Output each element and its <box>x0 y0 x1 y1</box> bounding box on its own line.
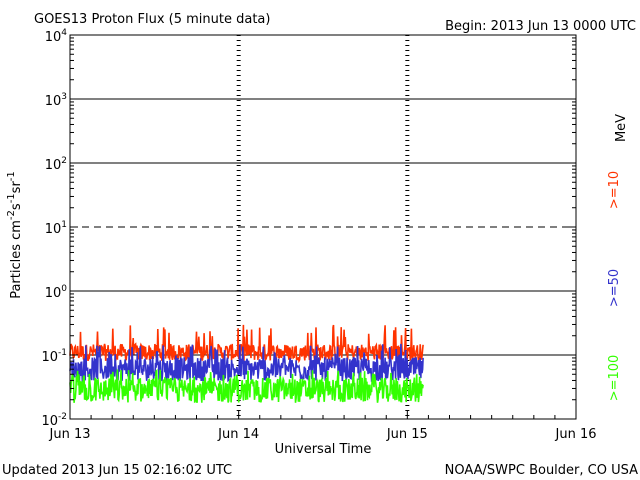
y-axis-label: Particles cm-2s-1sr-1 <box>6 171 24 299</box>
legend-entry: >=50 <box>607 269 622 307</box>
x-tick-label: Jun 16 <box>555 427 597 442</box>
y-tick-label: 10-2 <box>41 412 67 429</box>
series-line <box>69 368 424 404</box>
legend: >=10 >=50 >=100 <box>607 171 622 401</box>
series-line <box>69 343 424 383</box>
y-tick-label: 101 <box>45 220 67 237</box>
flux-series <box>69 324 424 404</box>
legend-entry: >=100 <box>607 355 622 402</box>
x-axis-ticks: Jun 13 Jun 14 Jun 15 Jun 16 <box>49 411 597 442</box>
gridlines <box>70 98 576 356</box>
x-axis-label: Universal Time <box>275 442 372 457</box>
y-tick-label: 102 <box>45 156 67 173</box>
updated-footer: Updated 2013 Jun 15 02:16:02 UTC <box>2 463 232 478</box>
y-tick-label: 103 <box>45 92 67 109</box>
y-axis-ticks: 104 103 102 101 100 10-1 10-2 <box>41 28 576 429</box>
unit-label-mev: MeV <box>614 114 629 142</box>
chart-title: GOES13 Proton Flux (5 minute data) <box>34 12 270 27</box>
x-tick-label: Jun 14 <box>217 427 259 442</box>
x-tick-label: Jun 15 <box>386 427 428 442</box>
x-tick-label: Jun 13 <box>49 427 91 442</box>
source-footer: NOAA/SWPC Boulder, CO USA <box>445 463 638 478</box>
legend-entry: >=10 <box>607 171 622 209</box>
begin-label: Begin: 2013 Jun 13 0000 UTC <box>445 19 636 34</box>
y-tick-label: 104 <box>45 28 68 45</box>
y-tick-label: 10-1 <box>41 348 67 365</box>
y-tick-label: 100 <box>45 284 68 301</box>
